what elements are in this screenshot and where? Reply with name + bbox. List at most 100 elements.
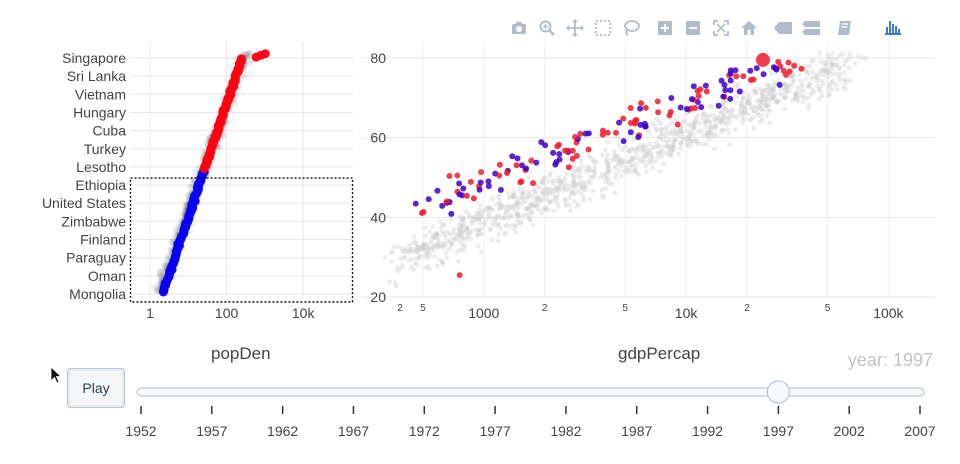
right-bg-point xyxy=(529,202,534,208)
right-bg-point xyxy=(503,212,508,217)
right-bg-point xyxy=(496,212,501,218)
hover-compare-button[interactable] xyxy=(797,14,825,42)
right-bg-point xyxy=(799,81,805,87)
right-bg-point xyxy=(474,216,480,222)
zoom-button[interactable] xyxy=(533,14,561,42)
right-bg-point xyxy=(618,159,624,165)
right-bg-point xyxy=(437,218,443,224)
right-point xyxy=(496,161,503,168)
plotly-logo-button[interactable] xyxy=(879,14,907,42)
right-bg-point xyxy=(555,203,561,209)
right-bg-point xyxy=(518,220,524,226)
camera-button[interactable] xyxy=(505,14,533,42)
left-bg-point xyxy=(203,138,210,145)
left-point xyxy=(260,49,270,59)
right-bg-point xyxy=(543,185,548,191)
right-point xyxy=(528,157,535,164)
right-bg-point xyxy=(414,261,420,267)
right-bg-point xyxy=(814,79,820,85)
right-bg-point xyxy=(504,222,510,227)
right-bg-point xyxy=(469,228,475,234)
lasso-button[interactable] xyxy=(617,14,645,42)
box-select-button[interactable] xyxy=(589,14,617,42)
right-selected-point xyxy=(476,186,483,193)
reset-axes-button[interactable] xyxy=(735,14,763,42)
right-bg-point xyxy=(686,136,692,142)
right-bg-point xyxy=(635,147,641,152)
left-bg-point xyxy=(166,245,173,252)
right-bg-point xyxy=(823,63,828,69)
autoscale-button[interactable] xyxy=(707,14,735,42)
zoom-in-button[interactable] xyxy=(651,14,679,42)
right-bg-point xyxy=(493,216,498,222)
right-bg-point xyxy=(479,232,485,237)
right-bg-point xyxy=(458,240,464,245)
right-bg-point xyxy=(837,77,843,83)
right-bg-point xyxy=(586,164,592,170)
edit-in-chart-studio-button[interactable] xyxy=(831,14,859,42)
right-bg-point xyxy=(719,118,724,123)
right-bg-point xyxy=(659,131,665,137)
plotly-logo-icon xyxy=(885,21,901,35)
right-bg-point xyxy=(419,244,424,250)
right-bg-point xyxy=(522,198,528,204)
right-bg-point xyxy=(555,188,561,194)
right-bg-point xyxy=(758,113,764,118)
right-bg-point xyxy=(550,178,556,184)
slider-handle[interactable] xyxy=(766,380,790,404)
right-bg-point xyxy=(769,87,775,93)
right-bg-point xyxy=(631,147,637,153)
right-bg-point xyxy=(772,91,778,97)
right-bg-point xyxy=(515,205,521,211)
right-bg-point xyxy=(551,208,557,214)
right-bg-point xyxy=(826,83,832,89)
right-bg-point xyxy=(547,199,553,205)
slider-step-label: 1992 xyxy=(692,423,723,439)
right-bg-point xyxy=(678,129,684,134)
right-bg-point xyxy=(829,61,835,67)
zoom-out-button[interactable] xyxy=(679,14,707,42)
pan-button[interactable] xyxy=(561,14,589,42)
right-bg-point xyxy=(800,99,806,105)
right-bg-point xyxy=(743,108,748,114)
right-bg-point xyxy=(774,98,780,104)
right-bg-point xyxy=(790,77,796,83)
right-bg-point xyxy=(389,259,395,265)
right-bg-point xyxy=(715,114,721,120)
right-bg-point xyxy=(488,226,494,232)
right-bg-point xyxy=(524,205,530,211)
right-bg-point xyxy=(783,83,789,88)
right-bg-point xyxy=(692,125,697,131)
hover-closest-button[interactable] xyxy=(769,14,797,42)
right-bg-point xyxy=(434,231,440,237)
right-bg-point xyxy=(611,149,617,155)
right-bg-point xyxy=(770,92,775,97)
right-bg-point xyxy=(548,171,553,176)
right-bg-point xyxy=(389,249,395,255)
right-bg-point xyxy=(448,217,454,222)
right-bg-point xyxy=(789,83,795,89)
right-point xyxy=(572,134,579,141)
right-bg-point xyxy=(460,242,466,248)
right-bg-point xyxy=(398,265,404,271)
right-selected-point xyxy=(727,77,734,84)
right-selected-point xyxy=(698,104,705,111)
left-bg-point xyxy=(245,50,252,57)
right-bg-point xyxy=(724,121,729,127)
right-bg-point xyxy=(616,167,622,173)
right-bg-point xyxy=(497,202,503,208)
right-selected-point xyxy=(456,191,463,198)
right-bg-point xyxy=(650,121,656,126)
right-bg-point xyxy=(402,254,408,259)
right-bg-point xyxy=(746,111,751,117)
play-button[interactable]: Play xyxy=(67,368,125,408)
right-bg-point xyxy=(676,151,682,157)
right-selected-point xyxy=(727,67,734,74)
right-selected-point xyxy=(637,121,644,128)
right-bg-point xyxy=(622,144,628,150)
right-bg-point xyxy=(497,201,503,206)
right-bg-point xyxy=(685,138,691,144)
left-bg-point xyxy=(160,260,167,267)
right-bg-point xyxy=(622,159,628,165)
